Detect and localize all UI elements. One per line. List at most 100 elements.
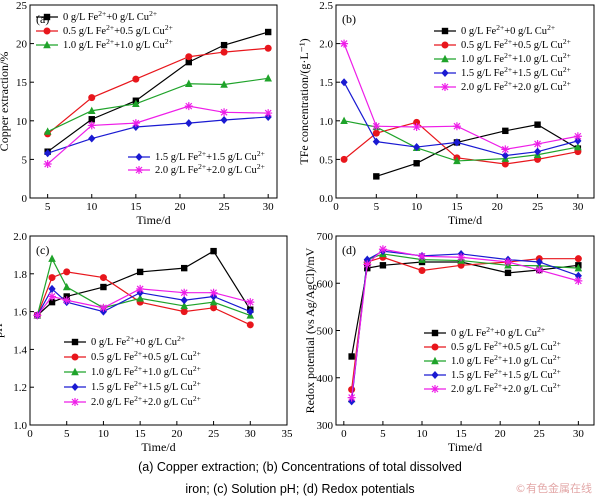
- data-point: [246, 298, 255, 307]
- legend-charge1: 2+: [198, 162, 206, 171]
- data-point: [363, 260, 372, 269]
- watermark: ©有色金属在线: [515, 482, 592, 495]
- legend-entry: 0 g/L Fe2++0 g/L Cu2+: [64, 334, 185, 348]
- y-tick-label: 5: [22, 154, 28, 166]
- data-point: [48, 274, 56, 282]
- legend-charge2: 2+: [563, 65, 571, 74]
- x-tick-label: 5: [374, 201, 380, 213]
- legend-ion1: 0 g/L Fe: [91, 337, 127, 348]
- series-line: [36, 250, 251, 316]
- legend-charge1: 2+: [504, 79, 512, 88]
- x-tick-label: 25: [208, 428, 220, 440]
- legend-charge1: 2+: [494, 367, 502, 376]
- data-point: [180, 296, 188, 305]
- x-tick-label: 25: [534, 428, 546, 440]
- legend-entry: 2.0 g/L Fe2++2.0 g/L Cu2+: [128, 162, 265, 176]
- data-point: [418, 266, 426, 274]
- data-point: [413, 118, 421, 126]
- y-tick-label: 400: [317, 373, 334, 385]
- legend-ion2: +1.0 g/L Cu: [512, 54, 563, 65]
- legend-charge1: 2+: [504, 51, 512, 60]
- legend-charge2: 2+: [553, 367, 561, 376]
- legend-label: 0.5 g/L Fe2++0.5 g/L Cu2+: [451, 339, 561, 353]
- y-axis-label: Copper extraction/%: [0, 52, 11, 152]
- panel-label: (c): [36, 243, 49, 257]
- caption-line-2: iron; (c) Solution pH; (d) Redox potenti…: [185, 482, 415, 496]
- data-point: [379, 262, 387, 269]
- data-point: [372, 122, 381, 131]
- data-point: [574, 276, 583, 285]
- data-point: [363, 255, 371, 264]
- data-point: [347, 393, 356, 402]
- legend-entry: 2.0 g/L Fe2++2.0 g/L Cu2+: [424, 381, 561, 395]
- legend-label: 0 g/L Fe2++0 g/L Cu2+: [63, 9, 157, 23]
- y-axis-label: Redox potential (vs Ag/AgCl)/mV: [303, 247, 317, 413]
- series-line: [376, 124, 579, 177]
- data-point: [533, 147, 542, 156]
- data-point: [348, 353, 355, 360]
- data-point: [264, 28, 272, 36]
- data-point: [340, 116, 348, 124]
- data-point: [418, 252, 426, 261]
- legend-charge2: 2+: [193, 349, 201, 358]
- legend-charge1: 2+: [98, 9, 106, 18]
- y-tick-label: 1.8: [13, 269, 27, 281]
- legend-ion2: +1.5 g/L Cu: [502, 370, 553, 381]
- legend-marker: [71, 338, 79, 346]
- data-point: [574, 263, 583, 272]
- data-point: [87, 106, 96, 114]
- legend-ion2: +0 g/L Cu: [106, 12, 150, 23]
- legend-ion1: 0.5 g/L Fe: [63, 26, 106, 37]
- chart-panel-a: 5 10 15 20 25 30 0 5 10 15 20 25 Time/d Copper extrac…: [0, 0, 278, 227]
- data-point: [180, 308, 188, 316]
- legend-charge1: 2+: [504, 65, 512, 74]
- data-point: [44, 149, 52, 158]
- legend-ion1: 0.5 g/L Fe: [91, 352, 134, 363]
- legend-entry: 1.0 g/L Fe2++1.0 g/L Cu2+: [424, 353, 561, 367]
- data-point: [264, 109, 273, 118]
- y-tick-label: 1.2: [13, 382, 27, 394]
- legend-ion2: +2.0 g/L Cu: [142, 397, 193, 408]
- data-point: [220, 116, 228, 125]
- legend-charge1: 2+: [126, 334, 134, 343]
- legend-charge2: 2+: [257, 162, 265, 171]
- data-point: [48, 284, 56, 293]
- x-tick-label: 25: [219, 201, 231, 213]
- legend-charge1: 2+: [496, 23, 504, 32]
- legend-marker: [135, 166, 143, 174]
- data-point: [533, 139, 542, 148]
- data-point: [220, 108, 229, 117]
- y-axis-label: pH: [0, 323, 5, 338]
- panel-label: (b): [342, 12, 356, 26]
- legend-entry: 0 g/L Fe2++0 g/L Cu2+: [36, 9, 157, 23]
- legend-ion2: +0 g/L Cu: [134, 337, 178, 348]
- legend: 0 g/L Fe2++0 g/L Cu2+0.5 g/L Fe2++0.5 g/…: [36, 9, 265, 176]
- legend-marker: [441, 54, 449, 63]
- x-tick-label: 5: [380, 428, 386, 440]
- data-point: [185, 58, 192, 66]
- data-point: [43, 160, 52, 169]
- data-point: [501, 151, 509, 160]
- legend-charge2: 2+: [257, 149, 265, 158]
- data-point: [574, 271, 582, 280]
- x-tick-label: 25: [532, 201, 544, 213]
- series-4: [33, 284, 255, 320]
- data-point: [136, 294, 144, 302]
- legend-ion2: +1.0 g/L Cu: [502, 356, 553, 367]
- data-point: [501, 160, 509, 168]
- data-point: [220, 80, 228, 88]
- legend-charge2: 2+: [563, 79, 571, 88]
- data-point: [372, 137, 380, 146]
- legend-marker: [71, 353, 79, 361]
- series-line: [36, 288, 251, 316]
- series-line: [47, 47, 269, 135]
- data-point: [87, 121, 96, 130]
- legend-charge1: 2+: [134, 364, 142, 373]
- x-tick-label: 0: [341, 428, 347, 440]
- x-tick-label: 10: [98, 428, 110, 440]
- x-tick-label: 30: [263, 201, 275, 213]
- legend-ion2: +0 g/L Cu: [494, 328, 538, 339]
- legend-marker: [43, 27, 51, 35]
- legend-ion1: 2.0 g/L Fe: [155, 165, 198, 176]
